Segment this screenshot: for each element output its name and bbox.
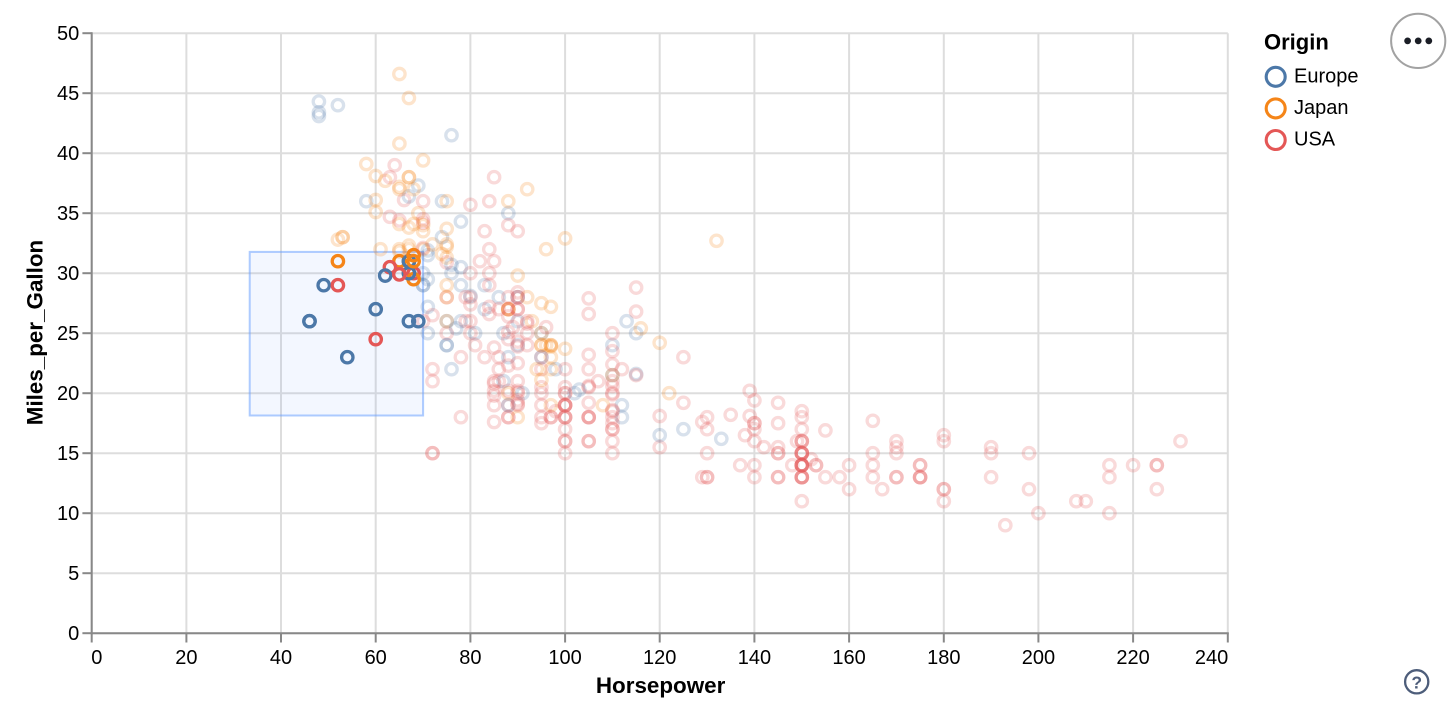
svg-text:USA: USA xyxy=(1294,129,1336,151)
svg-text:?: ? xyxy=(1411,673,1422,693)
svg-text:180: 180 xyxy=(927,647,960,669)
svg-text:40: 40 xyxy=(57,143,79,165)
svg-text:Europe: Europe xyxy=(1294,65,1359,87)
svg-text:35: 35 xyxy=(57,203,79,225)
svg-text:0: 0 xyxy=(91,647,102,669)
svg-text:100: 100 xyxy=(548,647,581,669)
svg-text:50: 50 xyxy=(57,23,79,45)
svg-text:20: 20 xyxy=(175,647,197,669)
svg-text:15: 15 xyxy=(57,443,79,465)
svg-text:Origin: Origin xyxy=(1264,29,1329,54)
svg-text:Miles_per_Gallon: Miles_per_Gallon xyxy=(23,240,48,425)
svg-text:0: 0 xyxy=(68,623,79,645)
svg-text:25: 25 xyxy=(57,323,79,345)
svg-text:140: 140 xyxy=(738,647,771,669)
svg-text:80: 80 xyxy=(459,647,481,669)
svg-text:Horsepower: Horsepower xyxy=(596,673,726,698)
svg-text:Japan: Japan xyxy=(1294,97,1349,119)
svg-text:10: 10 xyxy=(57,503,79,525)
svg-text:120: 120 xyxy=(643,647,676,669)
svg-text:200: 200 xyxy=(1022,647,1055,669)
svg-text:160: 160 xyxy=(832,647,865,669)
svg-text:45: 45 xyxy=(57,83,79,105)
svg-text:20: 20 xyxy=(57,383,79,405)
svg-text:60: 60 xyxy=(365,647,387,669)
svg-text:240: 240 xyxy=(1195,647,1228,669)
svg-text:5: 5 xyxy=(68,563,79,585)
svg-text:40: 40 xyxy=(270,647,292,669)
svg-text:30: 30 xyxy=(57,263,79,285)
svg-text:220: 220 xyxy=(1116,647,1149,669)
